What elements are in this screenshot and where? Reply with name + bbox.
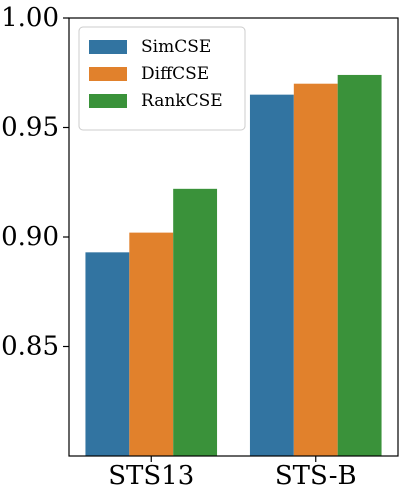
bar-simcse-sts-b (249, 94, 294, 457)
bars-group (85, 74, 382, 457)
x-axis: STS13 STS-B (108, 456, 357, 491)
legend: SimCSE DiffCSE RankCSE (78, 26, 246, 131)
legend-label-diffcse: DiffCSE (141, 64, 209, 84)
x-tick-label: STS13 (108, 461, 194, 491)
bar-rankcse-sts-b (337, 74, 382, 456)
y-tick-label: 0.95 (1, 113, 59, 143)
legend-swatch-diffcse (89, 67, 127, 81)
bar-diffcse-sts-b (293, 83, 338, 456)
legend-label-simcse: SimCSE (141, 37, 211, 57)
y-tick-label: 1.00 (1, 3, 59, 33)
legend-label-rankcse: RankCSE (141, 91, 223, 111)
x-tick-label: STS-B (275, 461, 357, 491)
legend-swatch-simcse (89, 40, 127, 54)
bar-rankcse-sts13 (173, 188, 218, 456)
y-axis: 0.85 0.90 0.95 1.00 (1, 3, 69, 362)
y-tick-label: 0.90 (1, 222, 59, 252)
legend-swatch-rankcse (89, 94, 127, 108)
y-tick-label: 0.85 (1, 332, 59, 362)
bar-diffcse-sts13 (129, 232, 174, 456)
bar-simcse-sts13 (85, 252, 130, 456)
